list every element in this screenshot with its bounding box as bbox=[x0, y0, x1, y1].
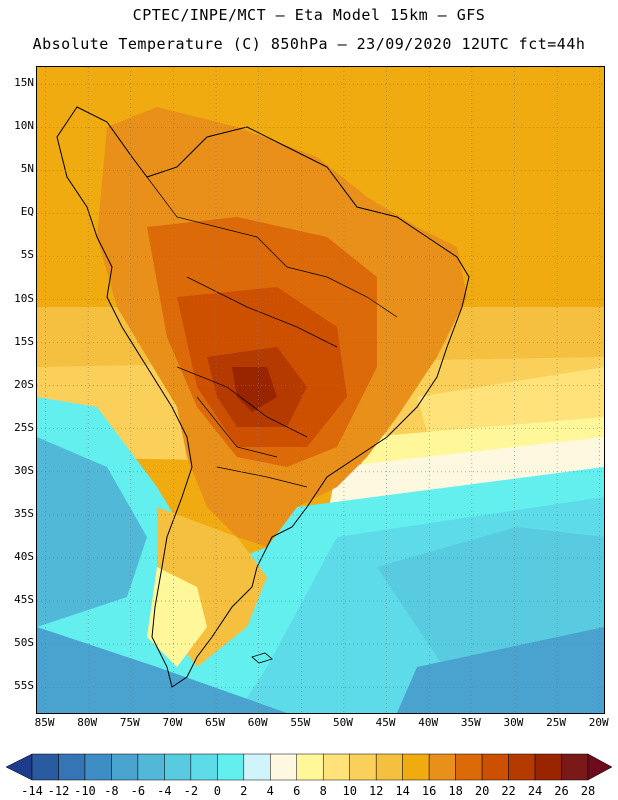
colorbar-tick-label: 2 bbox=[240, 784, 248, 798]
lon-tick-label: 80W bbox=[77, 716, 98, 729]
lon-tick-label: 40W bbox=[418, 716, 439, 729]
colorbar-cell bbox=[508, 753, 536, 781]
colorbar-tick-label: -2 bbox=[183, 784, 199, 798]
lat-tick-label: EQ bbox=[20, 205, 34, 219]
colorbar-cell bbox=[375, 753, 403, 781]
colorbar-tick-label: -12 bbox=[47, 784, 70, 798]
lat-tick-label: 30S bbox=[14, 463, 34, 477]
colorbar-cell bbox=[322, 753, 350, 781]
coastline bbox=[56, 106, 470, 688]
colorbar-cell bbox=[561, 753, 589, 781]
colorbar-tick-label: -10 bbox=[74, 784, 96, 798]
lon-tick-label: 55W bbox=[290, 716, 311, 729]
colorbar-cell bbox=[481, 753, 509, 781]
lon-tick-label: 25W bbox=[546, 716, 567, 729]
color-scale-bar bbox=[5, 753, 613, 781]
lon-tick-label: 75W bbox=[119, 716, 140, 729]
lat-tick-label: 10S bbox=[14, 291, 34, 305]
colorbar-cell bbox=[217, 753, 245, 781]
lat-tick-label: 35S bbox=[14, 506, 34, 520]
colorbar-cell bbox=[137, 753, 165, 781]
lon-tick-label: 85W bbox=[34, 716, 55, 729]
lat-tick-label: 25S bbox=[14, 420, 34, 434]
patagonia-cool-field bbox=[147, 567, 207, 667]
colorbar-tick-label: 28 bbox=[580, 784, 596, 798]
lat-tick-label: 20S bbox=[14, 377, 34, 391]
colorbar-tick-label: 10 bbox=[342, 784, 357, 798]
colorbar-cell bbox=[84, 753, 112, 781]
colorbar-tick-label: 0 bbox=[213, 784, 221, 798]
land-field-26-28 bbox=[232, 367, 277, 412]
colorbar-cell bbox=[296, 753, 324, 781]
colorbar-tick-label: 18 bbox=[448, 784, 463, 798]
falkland-islands bbox=[251, 652, 273, 664]
colorbar-tick-label: 22 bbox=[501, 784, 516, 798]
lat-tick-label: 5S bbox=[20, 248, 34, 262]
lon-tick-label: 70W bbox=[162, 716, 183, 729]
lon-tick-label: 60W bbox=[247, 716, 268, 729]
graticule bbox=[37, 67, 604, 713]
colorbar-cell bbox=[31, 753, 59, 781]
colorbar-tick-label: -8 bbox=[104, 784, 119, 798]
temperature-map bbox=[36, 66, 605, 714]
colorbar-max-arrow bbox=[587, 753, 613, 781]
colorbar-tick-label: 6 bbox=[293, 784, 301, 798]
colorbar-cell bbox=[164, 753, 192, 781]
lon-tick-label: 20W bbox=[588, 716, 609, 729]
map-title: CPTEC/INPE/MCT – Eta Model 15km – GFS bbox=[132, 6, 486, 24]
lon-tick-label: 35W bbox=[460, 716, 481, 729]
colorbar-cell bbox=[534, 753, 562, 781]
lat-tick-label: 50S bbox=[14, 636, 34, 650]
colorbar-cell bbox=[402, 753, 430, 781]
colorbar-cell bbox=[111, 753, 139, 781]
lon-tick-label: 65W bbox=[205, 716, 225, 729]
colorbar-cell bbox=[58, 753, 86, 781]
colorbar-tick-label: 8 bbox=[319, 784, 327, 798]
cold-field-southwest bbox=[37, 627, 287, 713]
lat-tick-label: 5N bbox=[20, 162, 34, 176]
colorbar-tick-label: 26 bbox=[554, 784, 569, 798]
colorbar-cell bbox=[349, 753, 377, 781]
colorbar-min-arrow bbox=[5, 753, 33, 781]
lat-tick-label: 45S bbox=[14, 593, 34, 607]
lon-tick-label: 50W bbox=[333, 716, 353, 729]
colorbar-cell bbox=[243, 753, 271, 781]
colorbar-tick-label: -6 bbox=[130, 784, 146, 798]
country-borders bbox=[146, 176, 398, 488]
colorbar-tick-label: 24 bbox=[527, 784, 543, 798]
colorbar-tick-label: -14 bbox=[21, 784, 43, 798]
lon-tick-label: 30W bbox=[503, 716, 524, 729]
colorbar-cell bbox=[428, 753, 456, 781]
lon-tick-label: 45W bbox=[375, 716, 396, 729]
colorbar-tick-label: -4 bbox=[157, 784, 172, 798]
colorbar-tick-label: 4 bbox=[266, 784, 274, 798]
cold-field-west bbox=[37, 437, 147, 627]
colorbar-cell bbox=[455, 753, 483, 781]
map-subtitle: Absolute Temperature (C) 850hPa – 23/09/… bbox=[32, 35, 586, 53]
colorbar-tick-label: 16 bbox=[421, 784, 437, 798]
lat-tick-label: 15S bbox=[14, 334, 34, 348]
lat-tick-label: 40S bbox=[14, 549, 34, 563]
lat-tick-label: 10N bbox=[14, 119, 34, 133]
colorbar-cell bbox=[270, 753, 298, 781]
colorbar-tick-label: 14 bbox=[395, 784, 410, 798]
lat-tick-label: 55S bbox=[14, 679, 34, 693]
colorbar-tick-label: 12 bbox=[368, 784, 384, 798]
colorbar-tick-label: 20 bbox=[474, 784, 490, 798]
lat-tick-label: 15N bbox=[14, 76, 34, 90]
colorbar-cell bbox=[190, 753, 218, 781]
cold-field-southeast bbox=[397, 627, 604, 713]
